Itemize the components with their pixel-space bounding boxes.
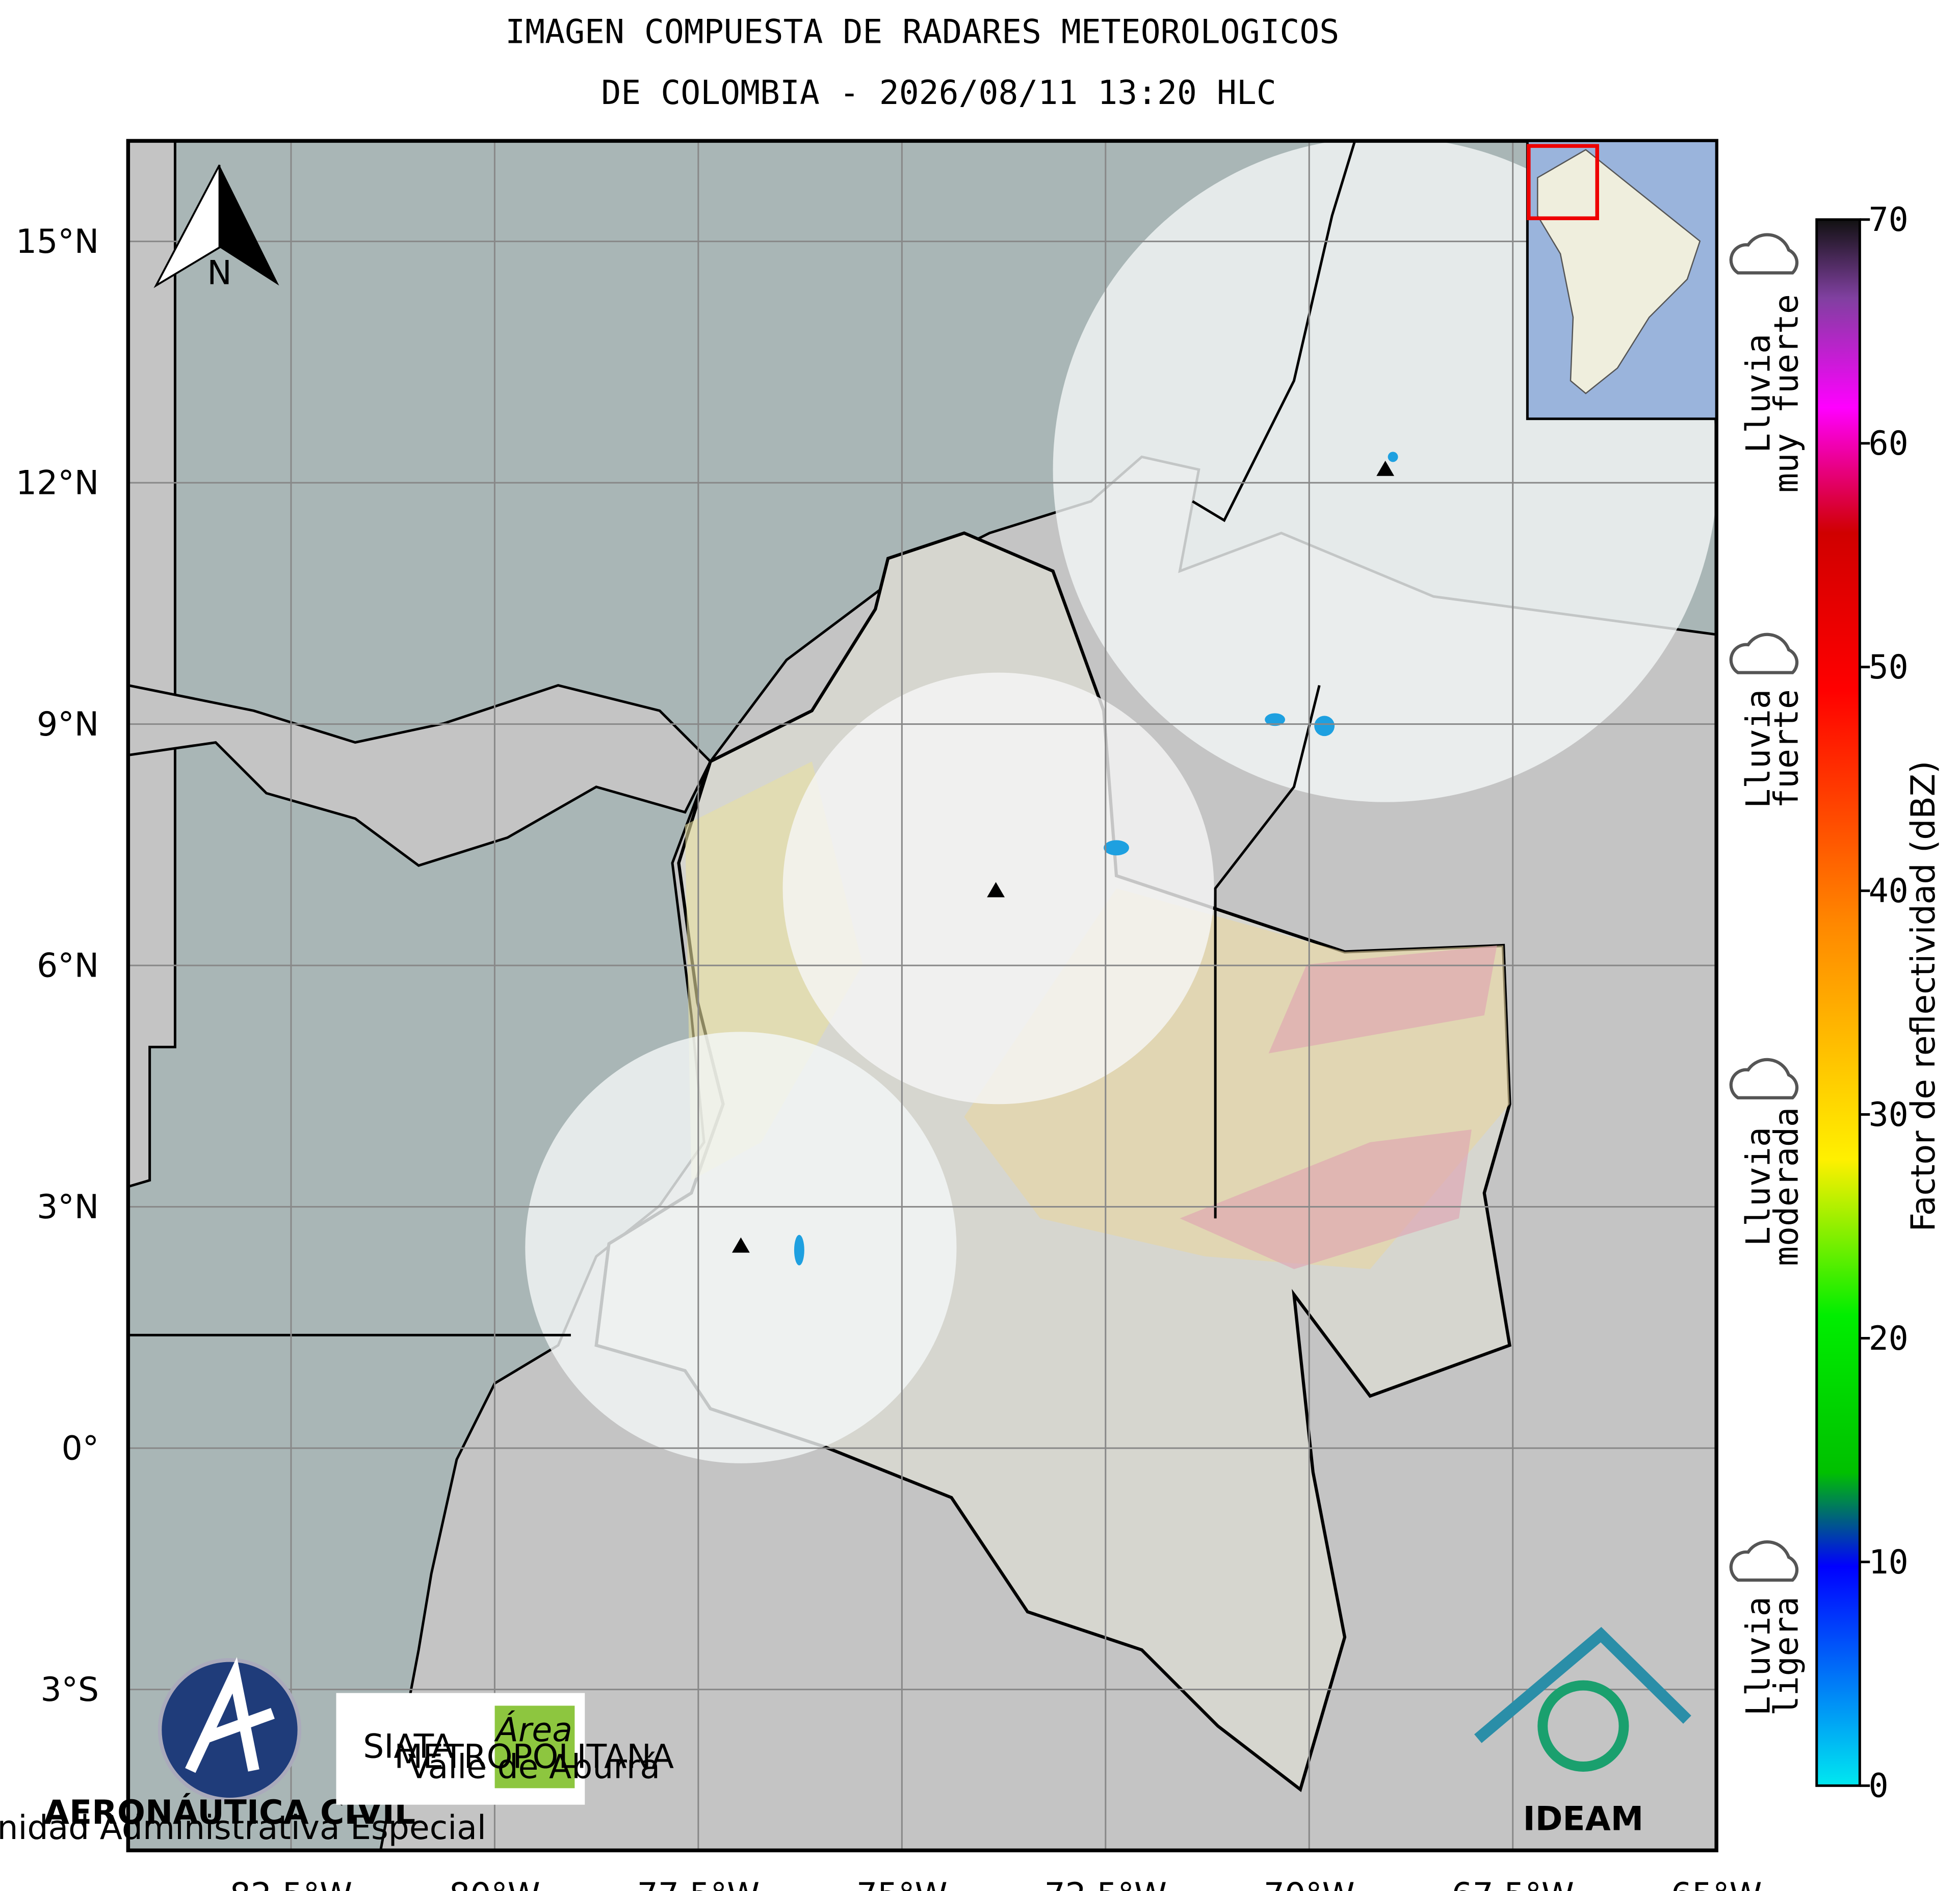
lon-tick-label: 67.5°W	[1452, 1876, 1574, 1891]
border	[1192, 141, 1356, 1219]
colorbar-tick-label: 20	[1869, 1320, 1909, 1358]
aero-sub: Unidad Administrativa Especial	[0, 1809, 486, 1847]
region	[1180, 946, 1497, 1269]
north-arrow	[219, 165, 279, 286]
rain-level-label: Lluvia	[1740, 689, 1778, 808]
ideam-logo	[1474, 1626, 1691, 1743]
map-frame	[126, 139, 1718, 1853]
area-logo-text: Valle de Aburrá	[408, 1748, 660, 1786]
lon-tick-label: 80°W	[449, 1876, 540, 1891]
lat-tick-label: 3°N	[37, 1188, 99, 1226]
north-label: N	[207, 254, 231, 293]
lat-tick-label: 3°S	[41, 1671, 99, 1709]
aero-logo	[185, 1657, 275, 1773]
ideam-name: IDEAM	[1523, 1800, 1643, 1838]
rain-level-label: Lluvia	[1740, 1596, 1778, 1716]
colorbar-tick-label: 70	[1869, 201, 1909, 239]
lon-tick-label: 72.5°W	[1044, 1876, 1167, 1891]
colorbar-tick-label: 10	[1869, 1543, 1909, 1582]
inset-land	[1537, 149, 1701, 395]
colorbar-tick-label: 0	[1869, 1767, 1889, 1805]
rain-icon	[1729, 1540, 1799, 1582]
lat-tick-label: 0°	[62, 1430, 99, 1468]
lon-tick-label: 65°W	[1671, 1876, 1762, 1891]
rain-icon	[1729, 233, 1799, 275]
land	[128, 684, 712, 867]
colorbar-tick-label: 50	[1869, 648, 1909, 687]
rain-level-label: Lluvia	[1740, 334, 1778, 453]
rain-level-label: Lluvia	[1740, 1127, 1778, 1246]
colorbar-tick-label: 30	[1869, 1096, 1909, 1134]
lon-tick-label: 77.5°W	[637, 1876, 760, 1891]
rain-level-label: muy fuerte	[1767, 294, 1806, 493]
area-logo	[494, 1705, 575, 1789]
ideam-logo	[1537, 1680, 1629, 1772]
colorbar	[1815, 218, 1861, 1787]
rain-level-label: moderada	[1767, 1107, 1806, 1266]
lat-tick-label: 9°N	[37, 705, 99, 744]
map-area	[128, 141, 1717, 1851]
inset-extent	[1527, 144, 1599, 221]
colorbar-label: Factor de reflectividad (dBZ)	[1904, 761, 1943, 1232]
area-logo-text: METROPOLITANA	[394, 1738, 674, 1776]
area-logo-text: Área	[494, 1711, 572, 1749]
title-line: DE COLOMBIA - 2026/08/11 13:20 HLC	[601, 74, 1276, 112]
land	[128, 141, 176, 1188]
title-line: IMAGEN COMPUESTA DE RADARES METEOROLOGIC…	[505, 13, 1339, 51]
lat-tick-label: 15°N	[16, 223, 99, 261]
rain-icon	[1729, 633, 1799, 674]
echoes	[794, 452, 1398, 1266]
lat-tick-label: 12°N	[16, 464, 99, 503]
lat-tick-label: 6°N	[37, 947, 99, 985]
rain-level-label: fuerte	[1767, 689, 1806, 808]
siata-logo: SIATA	[363, 1728, 454, 1766]
lon-tick-label: 75°W	[856, 1876, 948, 1891]
colorbar-tick-label: 40	[1869, 872, 1909, 910]
lon-tick-label: 82.5°W	[230, 1876, 352, 1891]
colorbar-tick-label: 60	[1869, 425, 1909, 463]
rain-level-label: ligera	[1767, 1596, 1806, 1716]
rain-icon	[1729, 1058, 1799, 1099]
lon-tick-label: 70°W	[1264, 1876, 1355, 1891]
